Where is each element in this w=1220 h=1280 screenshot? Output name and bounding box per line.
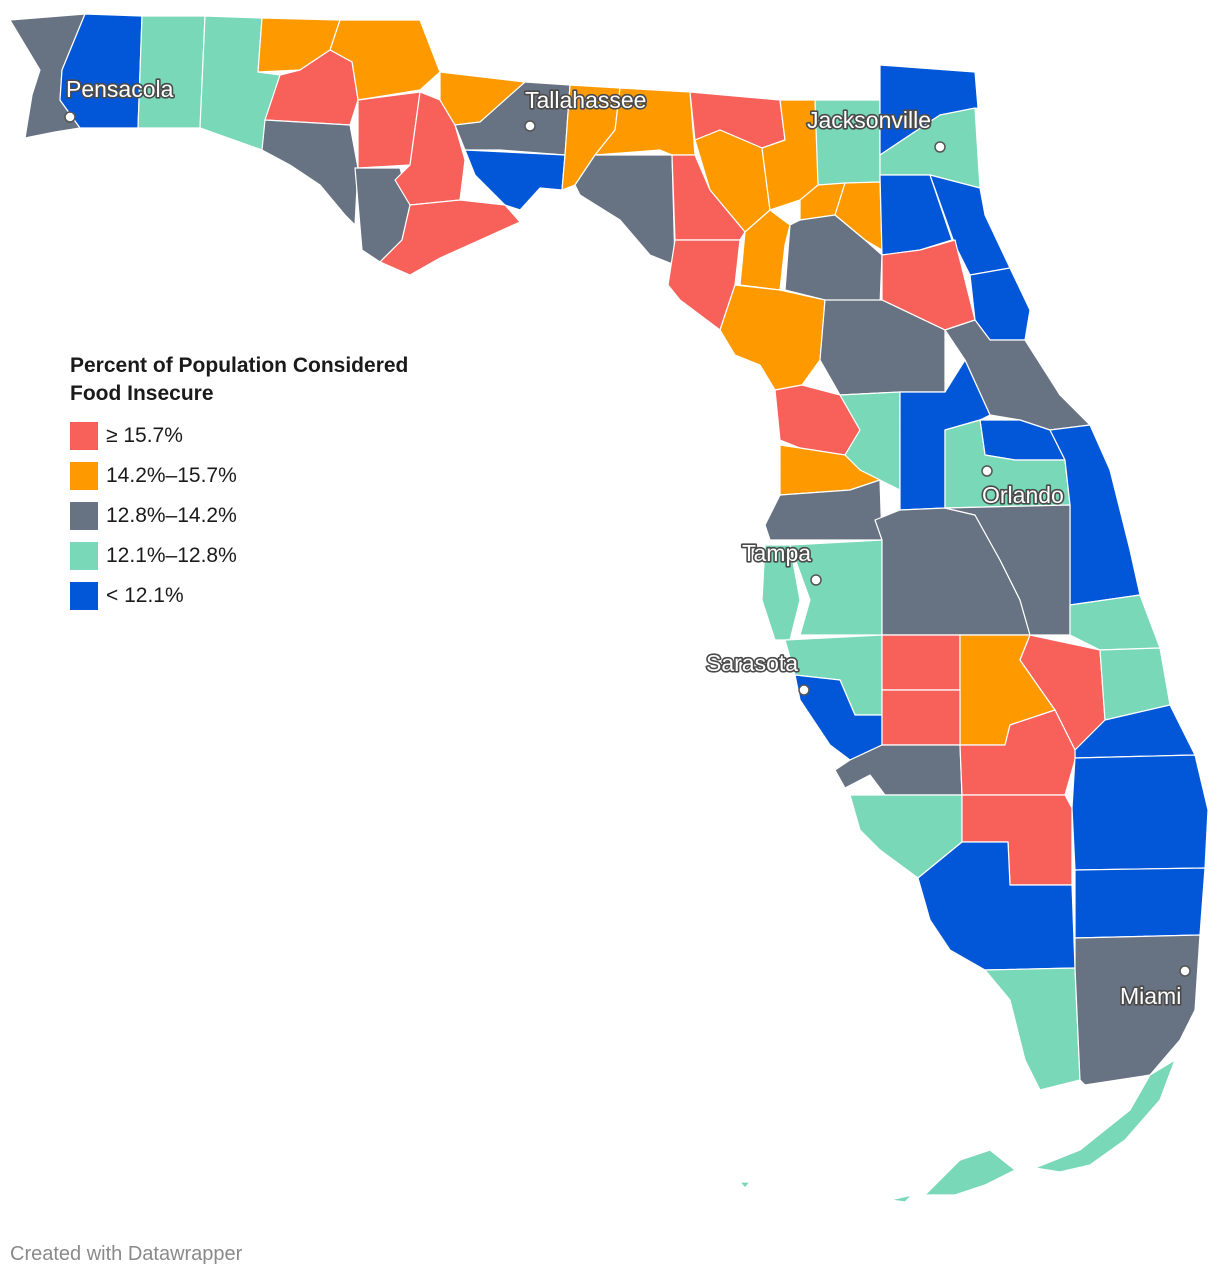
- city-label-sarasota: Sarasota: [706, 650, 798, 676]
- county-bradford: [834, 181, 883, 251]
- legend-label: 12.8%–14.2%: [106, 504, 237, 527]
- city-sarasota: Sarasota: [704, 648, 810, 696]
- county-okaloosa: [137, 15, 206, 129]
- city-pensacola: Pensacola: [64, 74, 175, 123]
- city-jacksonville: Jacksonville: [805, 105, 946, 153]
- city-label-jacksonville: Jacksonville: [807, 107, 931, 133]
- legend-item: 12.8%–14.2%: [70, 496, 490, 536]
- county-desoto: [881, 689, 961, 746]
- city-label-tallahassee: Tallahassee: [525, 87, 646, 113]
- city-marker-tampa: [810, 574, 822, 586]
- legend-swatch: [70, 582, 98, 610]
- city-label-pensacola: Pensacola: [66, 76, 174, 102]
- legend-title: Percent of Population Considered Food In…: [70, 354, 409, 405]
- county-franklin: [379, 199, 521, 276]
- county-collier: [917, 841, 1076, 971]
- legend-item: ≥ 15.7%: [70, 416, 490, 456]
- legend-label: ≥ 15.7%: [106, 424, 183, 447]
- legend-label: 12.1%–12.8%: [106, 544, 237, 567]
- legend-label: < 12.1%: [106, 584, 184, 607]
- city-label-orlando: Orlando: [982, 482, 1064, 508]
- county-dixie: [667, 239, 741, 331]
- map-legend: Percent of Population Considered Food In…: [70, 352, 490, 616]
- county-hillsborough: [789, 539, 883, 636]
- county-leon: [454, 81, 571, 156]
- city-label-miami: Miami: [1120, 983, 1181, 1009]
- city-orlando: Orlando: [980, 465, 1065, 510]
- city-marker-miami: [1179, 965, 1191, 977]
- city-tampa: Tampa: [740, 538, 822, 586]
- county-wakulla: [464, 149, 566, 211]
- city-tallahassee: Tallahassee: [523, 85, 648, 132]
- city-miami: Miami: [1118, 965, 1191, 1011]
- county-hardee: [881, 634, 961, 691]
- legend-item: 12.1%–12.8%: [70, 536, 490, 576]
- city-marker-tallahassee: [524, 120, 536, 132]
- county-palm-beach: [1071, 754, 1209, 871]
- county-monroe-keys: [739, 1059, 1176, 1203]
- county-bay: [261, 119, 359, 226]
- city-marker-sarasota: [798, 684, 810, 696]
- city-marker-jacksonville: [934, 141, 946, 153]
- legend-label: 14.2%–15.7%: [106, 464, 237, 487]
- county-monroe-mainland: [984, 967, 1081, 1091]
- county-indian-river: [1069, 594, 1161, 651]
- county-washington: [264, 49, 359, 126]
- credit-text: Created with Datawrapper: [10, 1243, 243, 1265]
- legend-item: < 12.1%: [70, 576, 490, 616]
- county-levy: [719, 284, 826, 391]
- legend-item: 14.2%–15.7%: [70, 456, 490, 496]
- county-taylor: [574, 154, 676, 266]
- legend-swatch: [70, 422, 98, 450]
- legend-swatch: [70, 502, 98, 530]
- city-marker-pensacola: [64, 111, 76, 123]
- legend-swatch: [70, 542, 98, 570]
- legend-items: ≥ 15.7% 14.2%–15.7% 12.8%–14.2% 12.1%–12.8%…: [70, 416, 490, 616]
- legend-swatch: [70, 462, 98, 490]
- city-marker-orlando: [981, 465, 993, 477]
- county-miami-dade: [1074, 934, 1201, 1086]
- county-broward: [1074, 867, 1206, 939]
- city-label-tampa: Tampa: [742, 540, 811, 566]
